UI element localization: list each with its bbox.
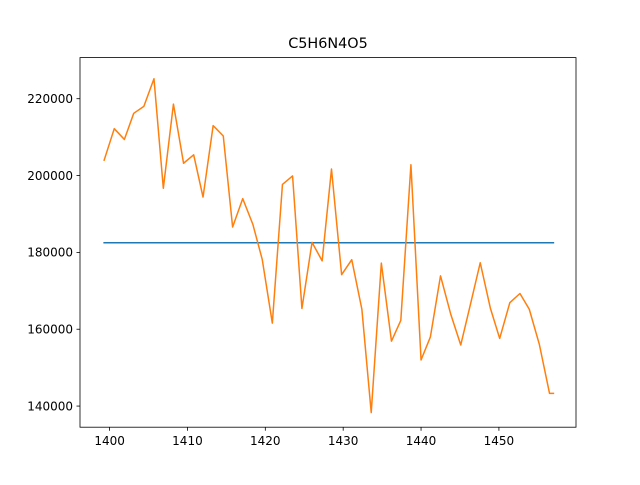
series-1-point bbox=[553, 393, 555, 395]
series-1-point bbox=[232, 226, 234, 228]
series-1-point bbox=[430, 336, 432, 338]
x-tick-label: 1450 bbox=[484, 434, 515, 448]
y-tick-label: 180000 bbox=[27, 246, 73, 260]
series-1-point bbox=[133, 113, 135, 115]
series-1-point bbox=[153, 78, 155, 80]
series-1-point bbox=[469, 305, 471, 307]
x-tick-label: 1440 bbox=[406, 434, 437, 448]
series-1-point bbox=[311, 242, 313, 244]
series-1-point bbox=[292, 175, 294, 177]
y-tick-label: 160000 bbox=[27, 323, 73, 337]
y-tick-label: 140000 bbox=[27, 399, 73, 413]
series-1-point bbox=[124, 139, 126, 141]
series-1-point bbox=[479, 262, 481, 264]
x-tick-label: 1400 bbox=[94, 434, 125, 448]
series-1-point bbox=[509, 302, 511, 304]
series-1-point bbox=[252, 224, 254, 226]
series-1-line bbox=[103, 77, 555, 414]
series-1-point bbox=[163, 187, 165, 189]
series-1-point bbox=[450, 313, 452, 315]
series-1-point bbox=[321, 260, 323, 262]
series-1-point bbox=[391, 340, 393, 342]
series-1-point bbox=[103, 159, 105, 161]
series-1-point bbox=[143, 106, 145, 108]
plot-area-frame bbox=[79, 57, 577, 428]
series-1-point bbox=[223, 135, 225, 137]
series-1-point bbox=[341, 274, 343, 276]
y-tick-label: 200000 bbox=[27, 169, 73, 183]
series-1-point bbox=[420, 359, 422, 361]
series-1-point bbox=[539, 344, 541, 346]
y-tick-label: 220000 bbox=[27, 92, 73, 106]
series-1-point bbox=[381, 262, 383, 264]
x-tick-label: 1410 bbox=[172, 434, 203, 448]
series-1-point bbox=[212, 125, 214, 127]
series-1-point bbox=[440, 275, 442, 277]
series-1-point bbox=[331, 168, 333, 170]
series-1-point bbox=[193, 154, 195, 156]
series-1-point bbox=[410, 164, 412, 166]
series-1-point bbox=[202, 196, 204, 198]
series-1-point bbox=[499, 338, 501, 340]
series-1-point bbox=[351, 259, 353, 261]
series-1-point bbox=[114, 128, 116, 130]
series-1-point bbox=[261, 259, 263, 261]
series-1-point bbox=[400, 320, 402, 322]
series-1-point bbox=[361, 309, 363, 311]
series-1-point bbox=[272, 322, 274, 324]
series-1-point bbox=[549, 393, 551, 395]
series-1-point bbox=[460, 344, 462, 346]
series-1-point bbox=[519, 293, 521, 295]
series-1-point bbox=[370, 412, 372, 414]
series-1-point bbox=[173, 103, 175, 105]
x-tick-label: 1420 bbox=[250, 434, 281, 448]
series-1-point bbox=[529, 309, 531, 311]
series-0-point bbox=[553, 242, 555, 244]
chart-title: C5H6N4O5 bbox=[288, 36, 368, 52]
series-1-point bbox=[242, 198, 244, 200]
series-1-point bbox=[183, 163, 185, 165]
series-0-point bbox=[103, 242, 105, 244]
y-axis-ticks: 140000 160000 180000 200000 220000 bbox=[27, 92, 80, 413]
x-axis-ticks: 1400 1410 1420 1430 1440 1450 bbox=[94, 427, 514, 448]
series-layer bbox=[103, 77, 555, 414]
series-1-point bbox=[282, 184, 284, 186]
series-1-point bbox=[301, 308, 303, 310]
series-1-point bbox=[490, 307, 492, 309]
x-tick-label: 1430 bbox=[328, 434, 359, 448]
